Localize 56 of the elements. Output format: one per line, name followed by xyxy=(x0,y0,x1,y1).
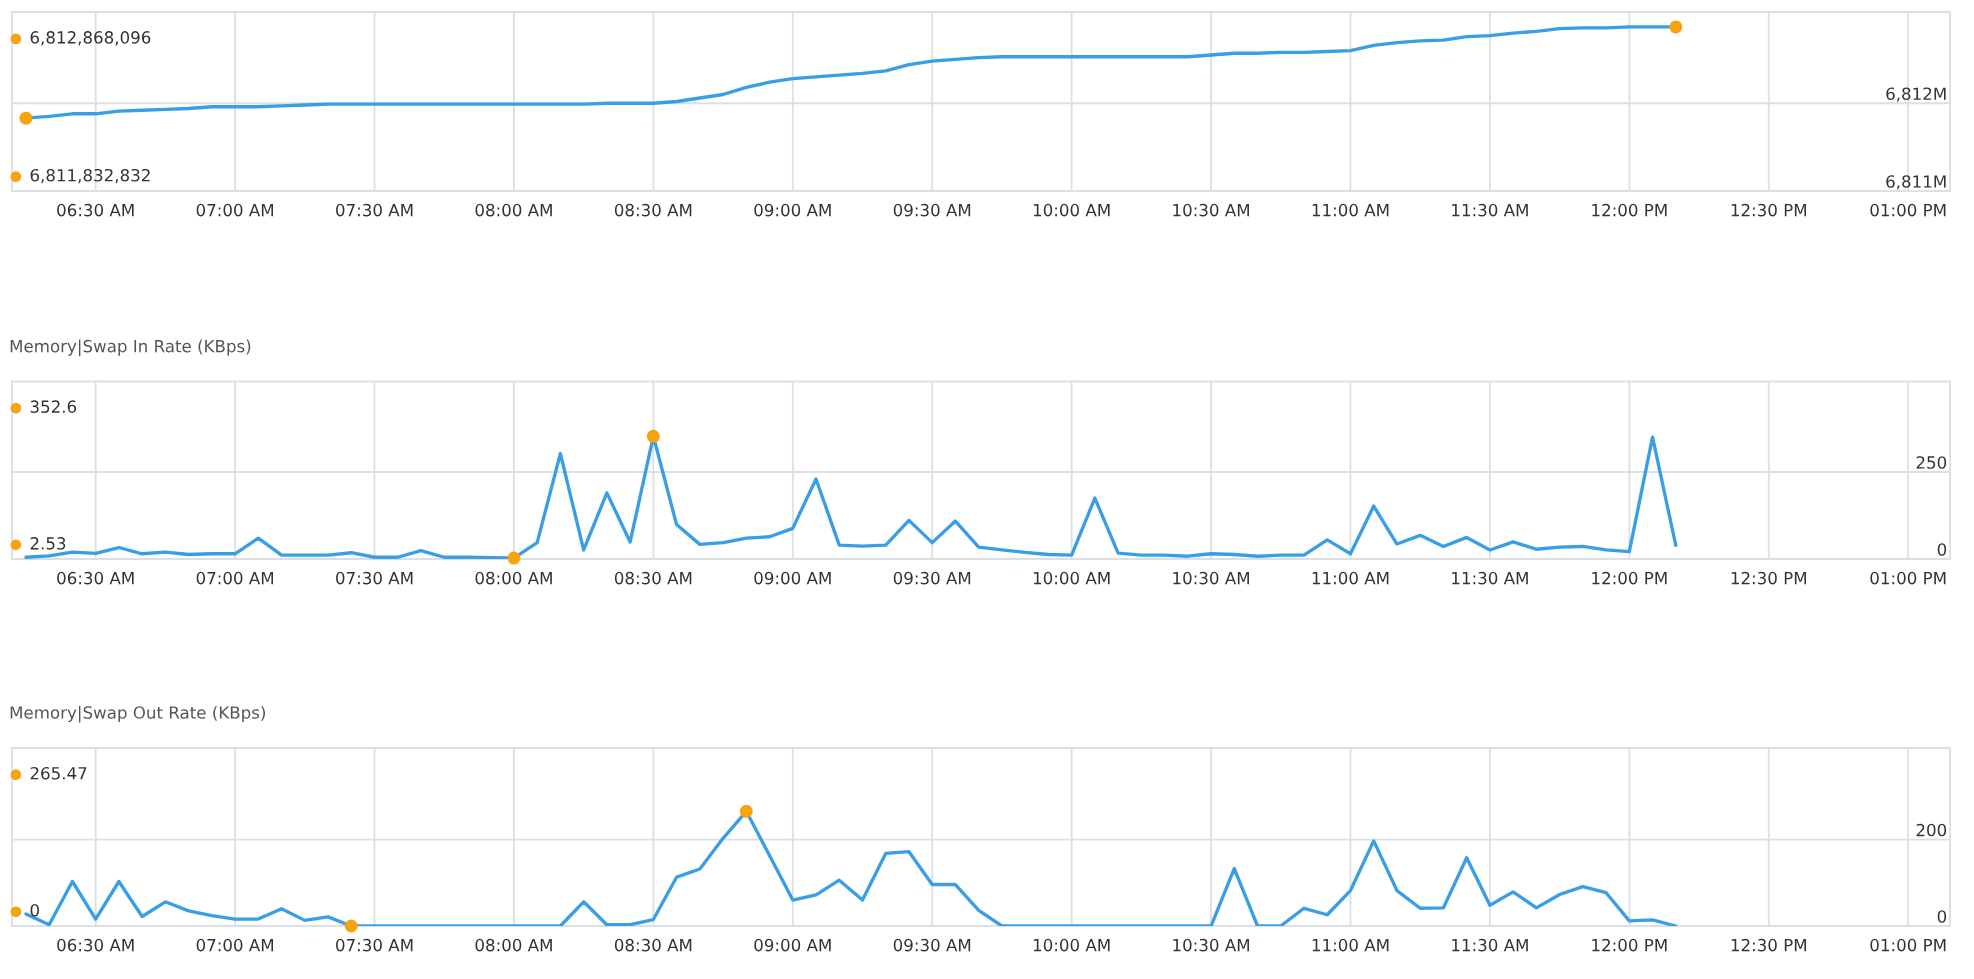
x-tick-label: 08:00 AM xyxy=(475,938,552,952)
x-tick-label: 08:00 AM xyxy=(475,203,552,217)
x-tick-label: 09:00 AM xyxy=(754,938,831,952)
annotation: 352.6 xyxy=(30,400,77,413)
x-tick-label: 11:00 AM xyxy=(1312,938,1389,952)
x-tick-label: 10:00 AM xyxy=(1033,938,1110,952)
x-tick-label: 09:00 AM xyxy=(754,571,831,585)
x-tick-label: 12:30 PM xyxy=(1731,938,1806,952)
annotation: 6,811,832,832 xyxy=(30,168,150,184)
x-tick-label: 12:00 PM xyxy=(1592,938,1667,952)
chart-title: Memory|Swap In Rate (KBps) xyxy=(10,339,251,357)
x-tick-label: 06:30 AM xyxy=(57,571,134,585)
x-tick-label: 09:30 AM xyxy=(893,571,971,585)
x-tick-label: 11:00 AM xyxy=(1312,203,1389,217)
x-tick-label: 12:00 PM xyxy=(1592,571,1667,585)
x-tick-label: 10:00 AM xyxy=(1033,203,1110,217)
annotation: 2.53 xyxy=(30,537,66,550)
x-tick-label: 08:30 AM xyxy=(614,571,692,585)
y-tick-label: 250 xyxy=(1916,456,1947,469)
x-tick-label: 06:30 AM xyxy=(57,203,134,217)
x-tick-label: 10:30 AM xyxy=(1173,571,1249,585)
annotation: 6,812,868,096 xyxy=(30,31,151,46)
x-tick-label: 09:00 AM xyxy=(754,203,831,217)
y-tick-label: 6,812M xyxy=(1886,87,1946,102)
x-tick-label: 09:30 AM xyxy=(893,203,971,217)
y-tick-label: 0 xyxy=(1937,543,1947,556)
x-tick-label: 09:30 AM xyxy=(893,938,971,952)
x-tick-label: 12:30 PM xyxy=(1731,203,1806,217)
x-tick-label: 11:00 AM xyxy=(1312,571,1389,585)
x-tick-label: 08:30 AM xyxy=(614,938,692,952)
x-tick-label: 01:00 PM xyxy=(1870,203,1946,217)
annotation: 265.47 xyxy=(30,766,87,780)
x-tick-label: 07:00 AM xyxy=(196,571,274,585)
y-tick-label: 0 xyxy=(1937,910,1947,923)
x-tick-label: 12:30 PM xyxy=(1731,571,1806,585)
x-tick-label: 11:30 AM xyxy=(1452,938,1528,952)
x-tick-label: 07:30 AM xyxy=(336,571,413,585)
annotation: 0 xyxy=(30,903,39,917)
x-tick-label: 06:30 AM xyxy=(57,938,134,952)
y-tick-label: 6,811M xyxy=(1886,175,1946,190)
x-tick-label: 11:30 AM xyxy=(1452,203,1528,217)
x-tick-label: 10:30 AM xyxy=(1173,203,1249,217)
x-tick-label: 07:00 AM xyxy=(196,203,274,217)
y-tick-label: 200 xyxy=(1916,823,1947,837)
x-tick-label: 07:30 AM xyxy=(336,203,413,217)
x-tick-label: 08:30 AM xyxy=(614,203,692,217)
x-tick-label: 10:00 AM xyxy=(1033,571,1110,585)
x-tick-label: 01:00 PM xyxy=(1870,571,1946,585)
x-tick-label: 07:00 AM xyxy=(196,938,274,952)
x-tick-label: 10:30 AM xyxy=(1173,938,1249,952)
x-tick-label: 12:00 PM xyxy=(1592,203,1667,217)
x-tick-label: 07:30 AM xyxy=(336,938,413,952)
chart-title: Memory|Swap Out Rate (KBps) xyxy=(10,705,266,723)
x-tick-label: 01:00 PM xyxy=(1870,938,1946,952)
x-tick-label: 08:00 AM xyxy=(475,571,552,585)
x-tick-label: 11:30 AM xyxy=(1452,571,1528,585)
